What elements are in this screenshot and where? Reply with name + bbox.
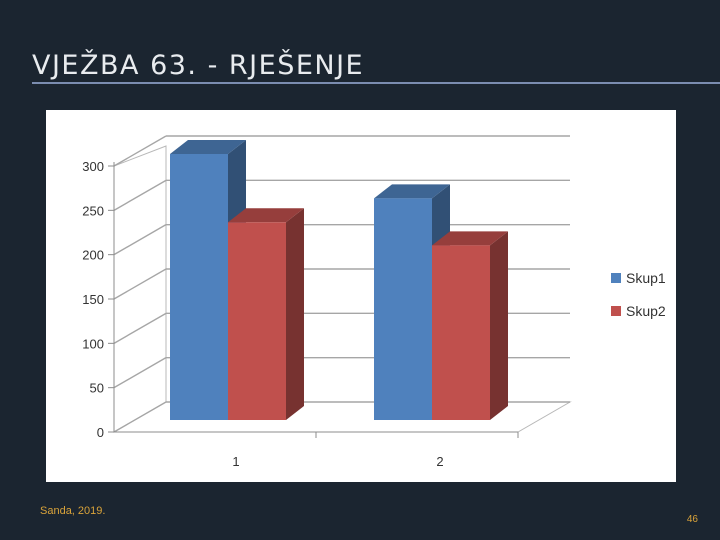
bar-side — [490, 231, 508, 420]
legend-label: Skup2 — [626, 303, 666, 319]
bar-top — [432, 231, 508, 246]
slide-title: VJEŽBA 63. - RJEŠENJE — [32, 50, 365, 81]
x-tick-label: 1 — [232, 454, 239, 469]
title-underline — [32, 82, 720, 84]
footer-author: Sanda, 2019. — [40, 505, 106, 517]
y-tick-label: 100 — [82, 336, 104, 351]
legend-swatch — [611, 273, 621, 283]
gridline-depth — [113, 179, 167, 211]
x-tick-label: 2 — [436, 454, 443, 469]
bar — [170, 154, 228, 420]
gridline-depth — [113, 401, 167, 433]
page-number: 46 — [686, 514, 698, 525]
y-tick-label: 250 — [82, 203, 104, 218]
bar-side — [286, 208, 304, 420]
bar-top — [228, 208, 304, 223]
bar-chart: 0 50 100 150 200 250 300 1 2 Skup1 Skup2 — [82, 135, 666, 469]
gridline-depth — [113, 357, 167, 389]
bar — [228, 222, 286, 420]
gridline-depth — [113, 312, 167, 344]
bar — [374, 198, 432, 420]
bar-top — [374, 184, 450, 199]
chart-side-wall — [113, 145, 167, 433]
gridline-depth — [113, 268, 167, 300]
y-tick-label: 200 — [82, 248, 104, 263]
y-tick-label: 0 — [97, 425, 104, 440]
y-tick-label: 300 — [82, 159, 104, 174]
y-tick-label: 50 — [90, 381, 104, 396]
bar-top — [170, 140, 246, 154]
bar — [432, 245, 490, 420]
chart-panel: 0 50 100 150 200 250 300 1 2 Skup1 Skup2 — [46, 110, 676, 482]
gridline-depth — [113, 135, 167, 167]
gridline-depth — [113, 224, 167, 256]
legend-swatch — [611, 306, 621, 316]
legend-label: Skup1 — [626, 270, 666, 286]
y-tick-label: 150 — [82, 292, 104, 307]
